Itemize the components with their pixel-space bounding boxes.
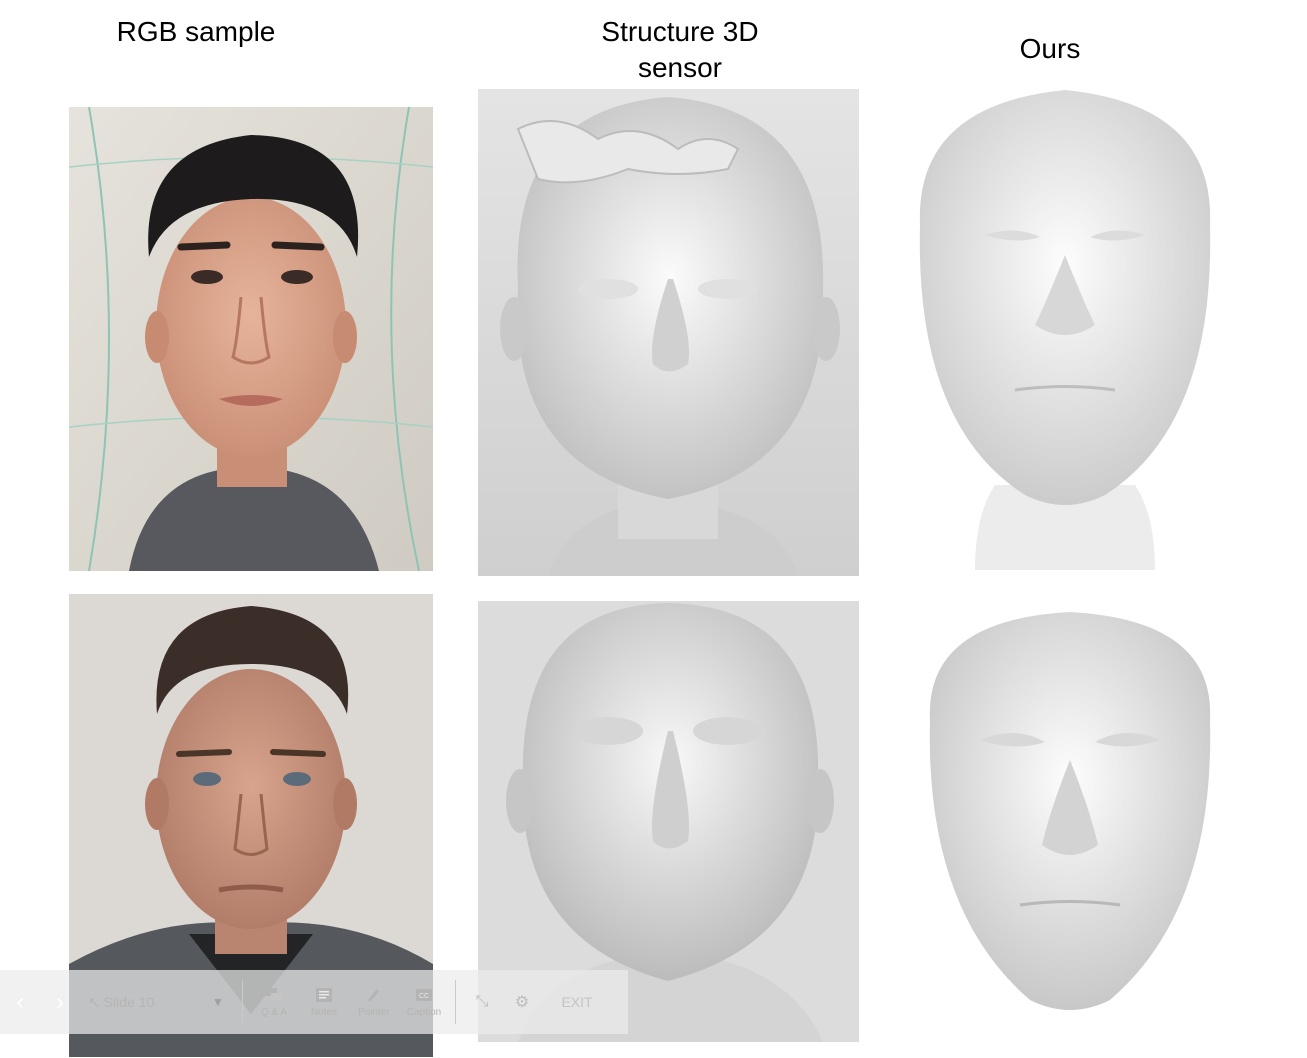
toolbar-divider [455, 980, 456, 1024]
laser-pointer-icon [367, 986, 381, 1002]
chevron-left-icon: ‹ [16, 989, 24, 1014]
column-title-rgb-text: RGB sample [116, 16, 276, 47]
svg-text:CC: CC [419, 993, 429, 1000]
gear-icon: ⚙ [514, 994, 530, 1011]
settings-button[interactable]: ⚙ [502, 970, 542, 1034]
slideshow-toolbar: ‹ › ↖ Slide 10 ▼ Q & A Notes Pointer [0, 970, 628, 1034]
caption-button[interactable]: CC Caption [399, 970, 449, 1034]
exit-label: EXIT [561, 994, 593, 1010]
pointer-label: Pointer [358, 1006, 390, 1018]
next-slide-button[interactable]: › [40, 970, 80, 1034]
cc-icon: CC [416, 988, 432, 1001]
column-title-ours: Ours [980, 31, 1120, 67]
column-title-rgb: RGB sample [96, 14, 296, 50]
chat-bubbles-icon [266, 987, 282, 1001]
shrink-icon: ⤡ [475, 993, 489, 1010]
rgb-photo-subject-1 [69, 107, 433, 571]
notes-button[interactable]: Notes [299, 970, 349, 1034]
column-title-sensor: Structure 3D sensor [560, 14, 800, 86]
cursor-icon: ↖ [88, 993, 100, 1010]
ours-reconstruction-subject-1 [905, 85, 1225, 570]
column-title-ours-text: Ours [1019, 33, 1081, 64]
slide-label: Slide 10 [103, 994, 155, 1010]
slide-dropdown-button[interactable]: ▼ [200, 970, 236, 1034]
ours-reconstruction-subject-2 [920, 610, 1220, 1020]
prev-slide-button[interactable]: ‹ [0, 970, 40, 1034]
column-title-sensor-line2: sensor [637, 52, 723, 83]
chevron-down-icon: ▼ [212, 995, 224, 1009]
qa-label: Q & A [260, 1006, 288, 1018]
column-title-sensor-line1: Structure 3D [601, 16, 759, 47]
pointer-button[interactable]: Pointer [349, 970, 399, 1034]
caption-label: Caption [406, 1006, 442, 1018]
sensor-scan-subject-1 [478, 89, 859, 576]
shrink-button[interactable]: ⤡ [462, 970, 502, 1034]
notes-label: Notes [310, 1006, 338, 1018]
exit-button[interactable]: EXIT [542, 970, 612, 1034]
toolbar-divider [242, 980, 243, 1024]
slide-indicator[interactable]: ↖ Slide 10 [80, 970, 200, 1034]
sensor-scan-subject-2 [478, 601, 859, 1042]
chevron-right-icon: › [56, 989, 64, 1014]
qa-button[interactable]: Q & A [249, 970, 299, 1034]
notes-icon [316, 987, 332, 1002]
